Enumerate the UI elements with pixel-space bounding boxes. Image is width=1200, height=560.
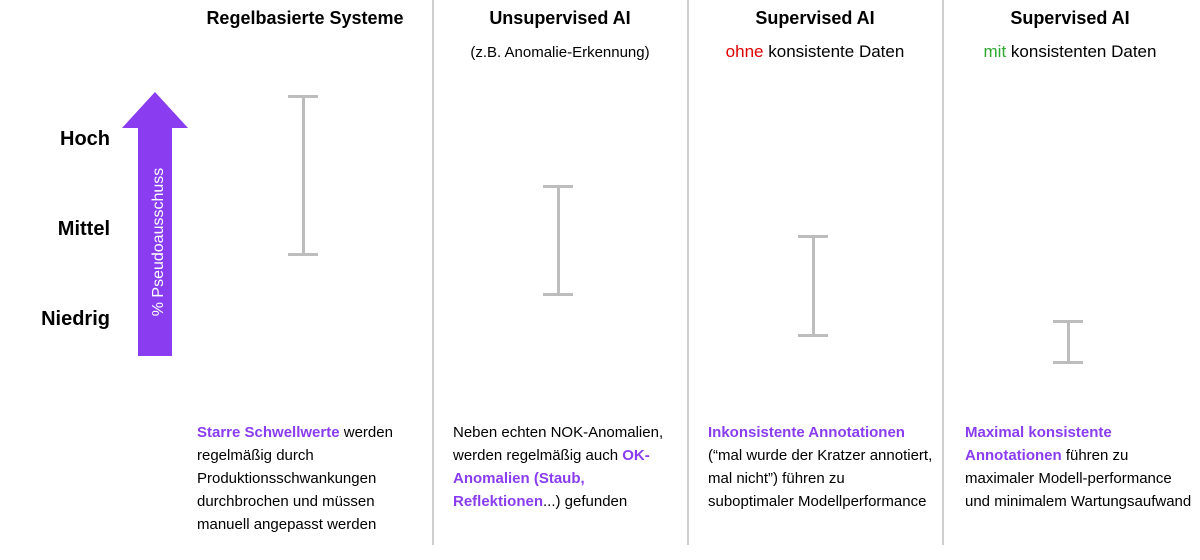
range-stem (301, 95, 305, 253)
description-highlight: OK-Anomalien (Staub, Reflektionen (453, 447, 650, 510)
description-supervised-inconsistent: Inkonsistente Annotationen (“mal wurde d… (708, 421, 933, 513)
pseudo-scrap-arrow: % Pseudoausschuss (122, 92, 188, 356)
description-rule-based: Starre Schwellwerte werden regelmäßig du… (197, 421, 427, 536)
column-title-supervised-consistent: Supervised AI (1010, 8, 1130, 28)
column-title-unsupervised: Unsupervised AI (489, 8, 631, 28)
column-subtitle-supervised-consistent: mit konsistenten Daten (945, 42, 1195, 62)
column-subtitle-supervised-inconsistent: ohne konsistente Daten (690, 42, 940, 62)
description-supervised-consistent: Maximal konsistente Annotationen führen … (965, 421, 1193, 513)
description-unsupervised: Neben echten NOK-Anomalien, werden regel… (453, 421, 668, 513)
subtitle-keyword-without: ohne (725, 42, 764, 61)
range-stem (1066, 320, 1070, 361)
column-title-rule-based: Regelbasierte Systeme (206, 8, 404, 28)
description-text: werden regelmäßig durch Produktionsschwa… (197, 424, 393, 533)
range-cap-bottom (288, 252, 318, 256)
column-divider-1 (432, 0, 434, 545)
subtitle-rest: konsistenten Daten (1010, 42, 1157, 61)
range-cap-bottom (543, 293, 573, 296)
level-label-medium: Mittel (57, 218, 110, 240)
description-highlight: Inkonsistente Annotationen (708, 424, 905, 441)
column-title-supervised-inconsistent: Supervised AI (755, 8, 875, 28)
range-cap-bottom (798, 333, 828, 337)
range-stem (811, 234, 815, 334)
description-text: führen zu maximaler Modell-performance u… (965, 447, 1192, 510)
range-stem (556, 185, 560, 293)
arrow-shape (122, 92, 188, 356)
description-highlight: Maximal konsistente Annotationen (965, 424, 1112, 464)
subtitle-rest: konsistente Daten (768, 42, 905, 61)
description-highlight: Starre Schwellwerte (197, 424, 340, 441)
subtitle-keyword-with: mit (983, 42, 1007, 61)
arrow-axis-label: % Pseudoausschuss (150, 168, 167, 317)
description-text: (“mal wurde der Kratzer annotiert, mal n… (708, 447, 933, 510)
description-text-pre: Neben echten NOK-Anomalien, werden regel… (453, 424, 664, 464)
description-text-post: ...) gefunden (543, 493, 628, 510)
column-divider-3 (942, 0, 944, 545)
column-subtitle-unsupervised: (z.B. Anomalie-Erkennung) (470, 44, 650, 61)
column-divider-2 (687, 0, 689, 545)
level-label-low: Niedrig (41, 308, 110, 330)
level-label-high: Hoch (60, 128, 110, 150)
range-cap-bottom (1053, 360, 1083, 364)
